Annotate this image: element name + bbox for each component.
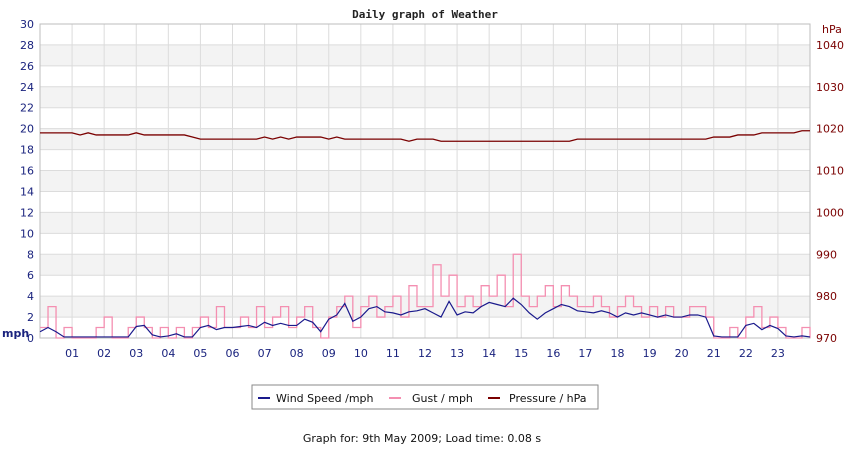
right-tick-label: 1010 xyxy=(816,165,844,178)
legend-label-wind-speed: Wind Speed /mph xyxy=(276,392,374,405)
right-tick-label: 970 xyxy=(816,332,837,345)
x-tick-label: 18 xyxy=(611,347,625,360)
x-tick-label: 15 xyxy=(514,347,528,360)
x-tick-label: 12 xyxy=(418,347,432,360)
x-tick-label: 05 xyxy=(193,347,207,360)
x-tick-label: 08 xyxy=(290,347,304,360)
x-tick-label: 10 xyxy=(354,347,368,360)
left-tick-label: 26 xyxy=(20,60,34,73)
left-tick-label: 8 xyxy=(27,248,34,261)
x-tick-label: 19 xyxy=(643,347,657,360)
x-tick-label: 04 xyxy=(161,347,175,360)
left-tick-label: 10 xyxy=(20,227,34,240)
x-tick-label: 02 xyxy=(97,347,111,360)
x-tick-label: 01 xyxy=(65,347,79,360)
series-line-pressure-hpa xyxy=(40,130,810,142)
series-line-gust-mph xyxy=(40,253,811,339)
x-axis-tick-labels: 01 02 03 04 05 06 07 08 09 10 11 12 13 14 15 16 17 18 19 20… xyxy=(65,347,785,360)
right-tick-label: 1040 xyxy=(816,39,844,52)
x-tick-label: 16 xyxy=(546,347,560,360)
x-tick-label: 22 xyxy=(739,347,753,360)
x-tick-label: 07 xyxy=(258,347,272,360)
legend-label-gust: Gust / mph xyxy=(412,392,473,405)
left-axis-unit: mph xyxy=(2,327,29,340)
x-tick-label: 09 xyxy=(322,347,336,360)
left-tick-label: 20 xyxy=(20,123,34,136)
right-tick-label: 1000 xyxy=(816,206,844,219)
chart-title: Daily graph of Weather xyxy=(352,8,498,21)
x-tick-label: 13 xyxy=(450,347,464,360)
right-tick-label: 990 xyxy=(816,248,837,261)
right-axis-tick-labels: 970 980 990 1000 1010 1020 1030 1040 xyxy=(816,39,844,345)
left-tick-label: 14 xyxy=(20,185,34,198)
left-tick-label: 22 xyxy=(20,102,34,115)
right-tick-label: 1030 xyxy=(816,81,844,94)
series-line-wind-speed-mph xyxy=(39,297,811,338)
x-tick-label: 11 xyxy=(386,347,400,360)
left-tick-label: 24 xyxy=(20,81,34,94)
left-tick-label: 30 xyxy=(20,18,34,31)
left-tick-label: 4 xyxy=(27,290,34,303)
left-tick-label: 2 xyxy=(27,311,34,324)
left-tick-label: 16 xyxy=(20,165,34,178)
left-tick-label: 12 xyxy=(20,206,34,219)
plot-frame xyxy=(39,23,811,339)
legend-label-pressure: Pressure / hPa xyxy=(509,392,587,405)
legend: Wind Speed /mph Gust / mph Pressure / hP… xyxy=(251,384,599,410)
series-layer xyxy=(39,130,811,339)
x-tick-label: 17 xyxy=(578,347,592,360)
left-tick-label: 18 xyxy=(20,144,34,157)
x-tick-label: 21 xyxy=(707,347,721,360)
right-tick-label: 980 xyxy=(816,290,837,303)
footer-info: Graph for: 9th May 2009; Load time: 0.08… xyxy=(303,432,542,445)
x-tick-label: 06 xyxy=(226,347,240,360)
x-tick-label: 23 xyxy=(771,347,785,360)
legend-box xyxy=(251,384,599,410)
x-tick-label: 14 xyxy=(482,347,496,360)
right-axis-unit: hPa xyxy=(822,23,842,36)
x-tick-label: 20 xyxy=(675,347,689,360)
left-tick-label: 0 xyxy=(27,332,34,345)
left-tick-label: 28 xyxy=(20,39,34,52)
left-tick-label: 6 xyxy=(27,269,34,282)
x-tick-label: 03 xyxy=(129,347,143,360)
right-tick-label: 1020 xyxy=(816,123,844,136)
